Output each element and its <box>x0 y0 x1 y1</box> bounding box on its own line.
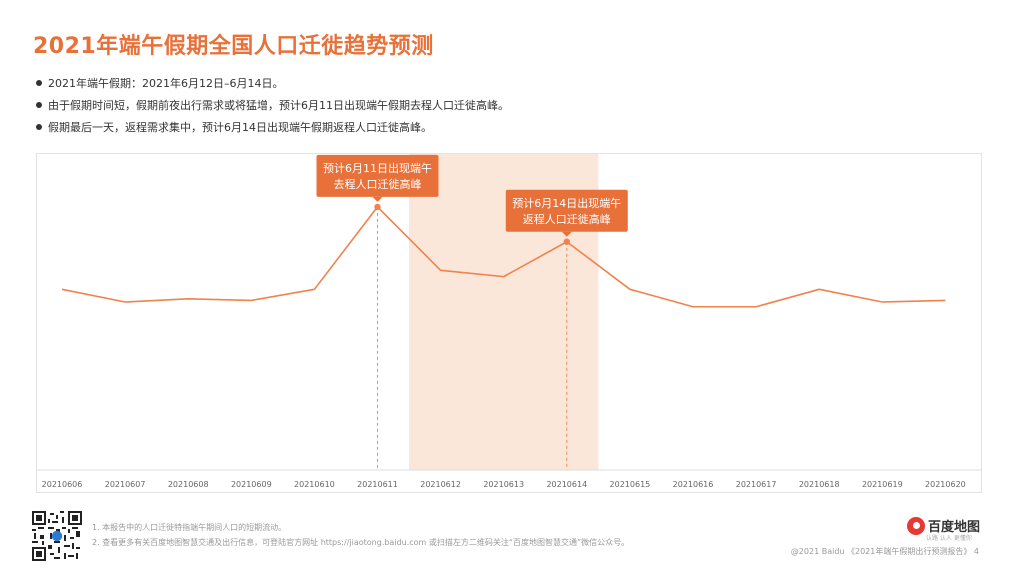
annotation-text: 去程人口迁徙高峰 <box>334 177 422 191</box>
annotation-text: 预计6月14日出现端午 <box>512 196 621 210</box>
data-point <box>374 203 381 211</box>
annotation-callout-pointer <box>561 231 572 237</box>
map-pin-icon <box>907 516 925 535</box>
qr-code-icon <box>32 511 82 561</box>
x-tick-label: 20210614 <box>546 480 587 489</box>
bullet-item: 2021年端午假期：2021年6月12日–6月14日。 <box>36 73 509 95</box>
footer-note: 1. 本报告中的人口迁徙特指端午期间人口的短期流动。 <box>92 523 287 532</box>
baidu-map-logo: 百度地图 <box>907 516 980 535</box>
bullet-text: 2021年端午假期：2021年6月12日–6月14日。 <box>48 77 284 90</box>
x-tick-label: 20210618 <box>799 480 840 489</box>
x-tick-label: 20210616 <box>673 480 714 489</box>
bullet-dot-icon <box>36 102 42 108</box>
annotation-callout-box <box>505 189 628 232</box>
bullet-item: 假期最后一天，返程需求集中，预计6月14日出现端午假期返程人口迁徙高峰。 <box>36 117 509 139</box>
x-tick-label: 20210617 <box>736 480 777 489</box>
footer-note: 2. 查看更多有关百度地图智慧交通及出行信息，可登陆官方网址 https://j… <box>92 538 630 547</box>
x-tick-label: 20210606 <box>42 480 83 489</box>
annotation-callout-box <box>316 154 439 197</box>
migration-trend-chart: 20210606 20210607 20210608 20210609 20210610… <box>36 154 982 489</box>
annotation-callout-pointer <box>372 196 383 202</box>
bullet-list: 2021年端午假期：2021年6月12日–6月14日。 由于假期时间短，假期前夜… <box>36 73 509 139</box>
x-tick-label: 20210609 <box>231 480 272 489</box>
copyright-text: @2021 Baidu 《2021年端午假期出行预测报告》 4 <box>790 547 979 556</box>
x-tick-label: 20210610 <box>294 480 335 489</box>
x-tick-label: 20210620 <box>925 480 966 489</box>
x-tick-label: 20210619 <box>862 480 903 489</box>
x-tick-label: 20210613 <box>483 480 524 489</box>
chart-frame <box>36 153 982 493</box>
logo-slogan: 认路 认人 更懂你 <box>926 535 972 542</box>
annotation-text: 返程人口迁徙高峰 <box>523 212 611 226</box>
x-tick-label: 20210608 <box>168 480 209 489</box>
annotation-text: 预计6月11日出现端午 <box>323 161 432 175</box>
footer-notes: 1. 本报告中的人口迁徙特指端午期间人口的短期流动。 2. 查看更多有关百度地图… <box>92 520 629 550</box>
bullet-dot-icon <box>36 80 42 86</box>
x-tick-label: 20210607 <box>105 480 146 489</box>
bullet-text: 假期最后一天，返程需求集中，预计6月14日出现端午假期返程人口迁徙高峰。 <box>48 121 432 134</box>
x-tick-label: 20210615 <box>610 480 651 489</box>
bullet-item: 由于假期时间短，假期前夜出行需求或将猛增，预计6月11日出现端午假期去程人口迁徙… <box>36 95 509 117</box>
bullet-text: 由于假期时间短，假期前夜出行需求或将猛增，预计6月11日出现端午假期去程人口迁徙… <box>48 99 509 112</box>
page-title: 2021年端午假期全国人口迁徙趋势预测 <box>33 34 434 59</box>
data-point <box>563 238 570 245</box>
x-tick-label: 20210611 <box>357 480 398 489</box>
bullet-dot-icon <box>36 124 42 130</box>
logo-text: 百度地图 <box>928 520 981 535</box>
x-tick-label: 20210612 <box>420 480 461 489</box>
